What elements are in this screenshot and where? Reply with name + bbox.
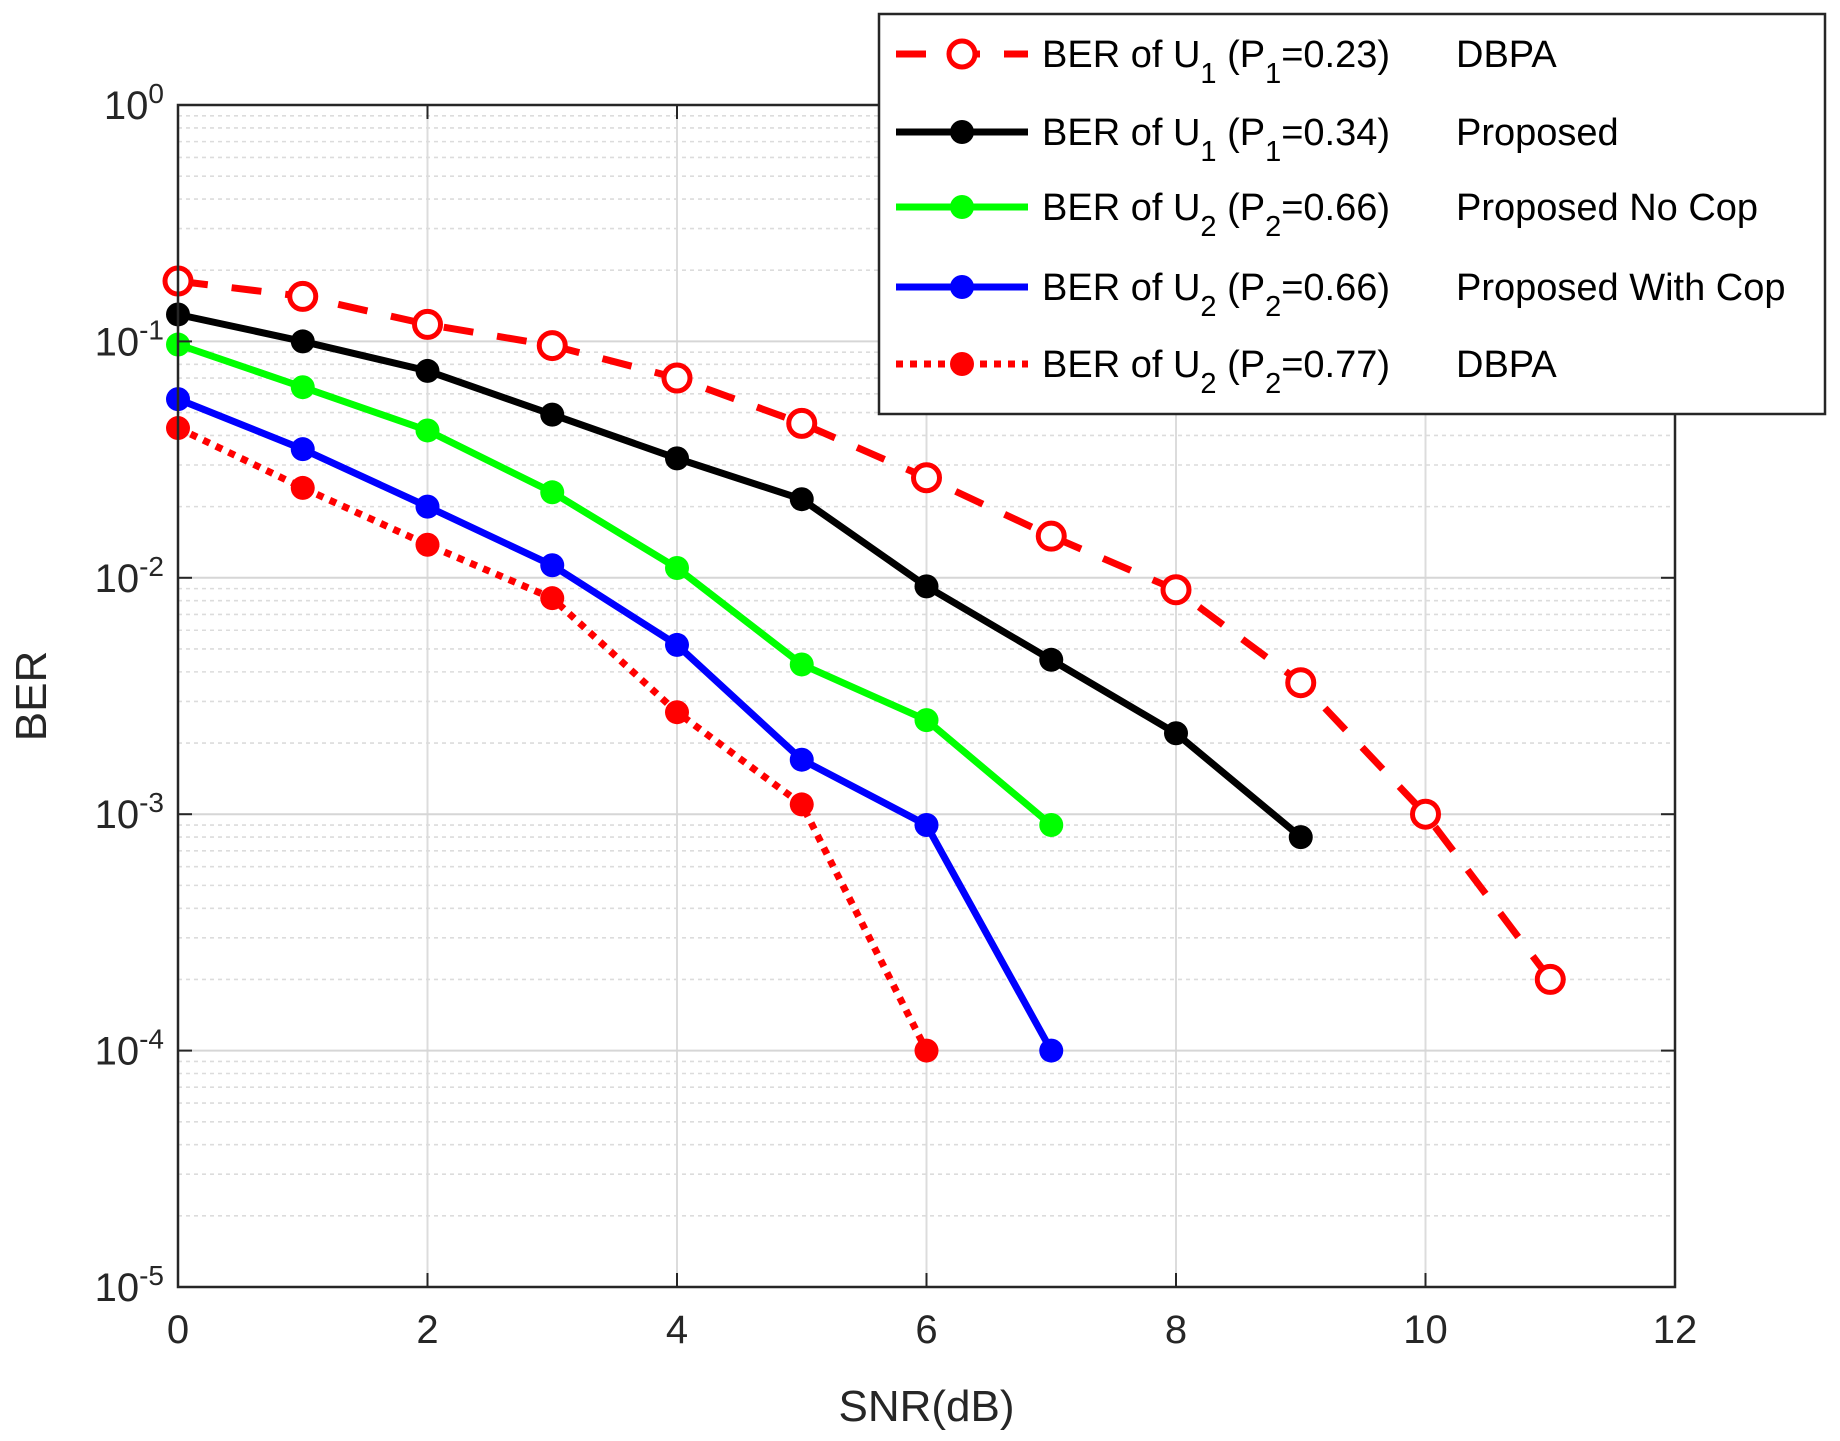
series-line <box>177 277 1554 982</box>
data-point <box>290 437 315 462</box>
legend-label: BER of U1 (P1=0.34) <box>1042 112 1390 168</box>
data-point <box>789 747 814 772</box>
legend-box <box>877 12 1827 416</box>
data-point <box>540 553 565 578</box>
data-point <box>540 586 565 611</box>
data-point <box>415 494 440 519</box>
series-2 <box>166 302 1313 850</box>
data-point <box>1410 798 1441 830</box>
data-point <box>914 813 939 838</box>
data-point <box>661 362 693 394</box>
data-point <box>290 329 315 354</box>
legend-label: BER of U2 (P2=0.66) <box>1042 187 1390 243</box>
data-point <box>290 375 315 400</box>
x-tick-label: 0 <box>167 1308 189 1352</box>
legend-method-label: DBPA <box>1456 34 1557 76</box>
series-3 <box>166 332 1064 838</box>
x-axis-title: SNR(dB) <box>838 1382 1014 1431</box>
data-point <box>287 280 319 312</box>
x-tick-label: 6 <box>915 1308 937 1352</box>
data-point <box>1285 667 1317 699</box>
legend-method-label: DBPA <box>1456 344 1557 386</box>
data-point <box>290 475 315 500</box>
series-5 <box>166 416 939 1063</box>
data-point <box>665 700 689 725</box>
data-point <box>786 407 818 439</box>
data-point <box>415 358 440 383</box>
legend-marker <box>950 120 974 144</box>
data-point <box>540 480 565 505</box>
data-point <box>1035 520 1067 552</box>
y-tick-label: 10-2 <box>95 551 164 601</box>
grid-lines <box>177 104 1676 1288</box>
legend-entry: BER of U1 (P1=0.23) DBPA <box>896 34 1557 90</box>
legend-marker <box>950 352 974 376</box>
data-point <box>415 418 440 443</box>
data-point <box>1039 1038 1064 1063</box>
legend-entry: BER of U2 (P2=0.66) Proposed With Cop <box>896 267 1786 323</box>
y-axis-title: BER <box>7 651 56 741</box>
series-line <box>176 341 1054 828</box>
data-point <box>1039 813 1064 838</box>
data-point <box>789 487 814 512</box>
legend-label: BER of U2 (P2=0.66) <box>1042 267 1390 323</box>
data-point <box>1288 825 1313 850</box>
data-point <box>914 1038 939 1063</box>
data-point <box>1039 647 1064 672</box>
series-group <box>162 265 1566 1063</box>
series-line <box>177 311 1304 840</box>
legend-entry: BER of U2 (P2=0.77) DBPA <box>896 344 1557 400</box>
legend-method-label: Proposed <box>1456 112 1619 154</box>
data-point <box>1160 574 1192 606</box>
data-point <box>665 446 689 471</box>
x-tick-label: 10 <box>1403 1308 1448 1352</box>
legend-entry: BER of U2 (P2=0.66) Proposed No Cop <box>896 187 1758 243</box>
legend-marker <box>946 38 978 70</box>
x-tick-label: 4 <box>666 1308 688 1352</box>
y-tick-label: 10-1 <box>95 314 164 364</box>
data-point <box>914 708 939 733</box>
data-point <box>789 792 814 817</box>
series-4 <box>166 387 1064 1063</box>
series-1 <box>162 265 1566 995</box>
y-tick-label: 10-4 <box>95 1024 164 1074</box>
data-point <box>914 574 939 599</box>
data-point <box>911 462 942 494</box>
x-tick-label: 12 <box>1653 1308 1698 1352</box>
y-tick-label: 10-3 <box>95 787 164 837</box>
data-point <box>415 532 440 557</box>
data-point <box>1534 963 1566 995</box>
y-tick-label: 10-5 <box>95 1260 164 1310</box>
legend-method-label: Proposed With Cop <box>1456 267 1786 309</box>
legend-label: BER of U1 (P1=0.23) <box>1042 34 1390 90</box>
data-point <box>540 402 565 427</box>
series-line <box>176 395 1055 1053</box>
data-point <box>412 308 443 340</box>
y-tick-label: 100 <box>104 78 164 128</box>
x-tick-label: 2 <box>416 1308 438 1352</box>
data-point <box>536 330 568 362</box>
legend-marker <box>950 275 974 299</box>
legend-method-label: Proposed No Cop <box>1456 187 1758 229</box>
legend-marker <box>950 195 974 219</box>
legend-entry: BER of U1 (P1=0.34) Proposed <box>896 112 1619 168</box>
data-point <box>665 632 689 657</box>
data-point <box>1164 721 1188 746</box>
legend-label: BER of U2 (P2=0.77) <box>1042 344 1390 400</box>
legend: BER of U1 (P1=0.23) DBPA BER of U1 (P1=0.3… <box>877 12 1827 416</box>
data-point <box>789 652 814 677</box>
x-tick-label: 8 <box>1165 1308 1187 1352</box>
data-point <box>665 556 689 581</box>
